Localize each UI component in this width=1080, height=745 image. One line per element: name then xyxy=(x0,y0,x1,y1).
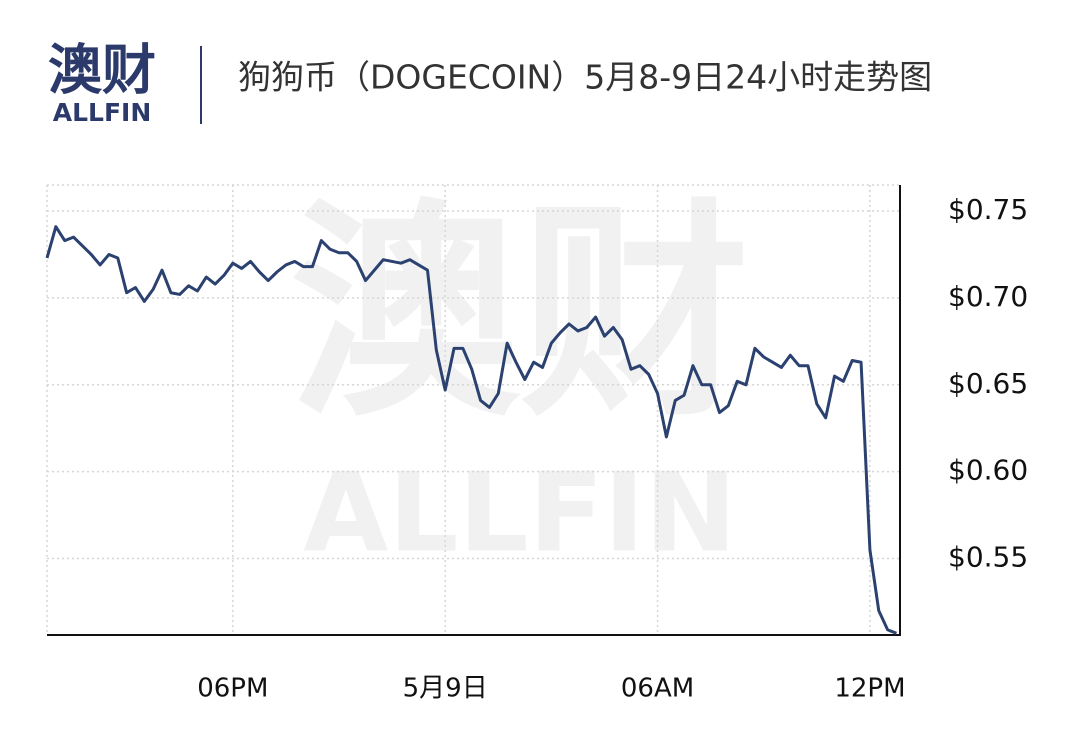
x-tick-label: 06PM xyxy=(197,674,268,704)
y-tick-label: $0.70 xyxy=(948,280,1028,313)
price-line xyxy=(45,225,898,635)
logo-sub: ALLFIN xyxy=(53,98,152,127)
y-tick-label: $0.60 xyxy=(948,454,1028,487)
x-tick-label: 12PM xyxy=(834,674,905,704)
chart-title: 狗狗币（DOGECOIN）5月8-9日24小时走势图 xyxy=(238,58,932,97)
y-tick-label: $0.75 xyxy=(948,193,1028,226)
x-tick-label: 06AM xyxy=(621,674,694,704)
watermark-name: ALLFIN xyxy=(303,448,736,576)
y-tick-label: $0.55 xyxy=(948,541,1028,574)
y-tick-label: $0.65 xyxy=(948,367,1028,400)
watermark-logo: 澳财 xyxy=(290,181,750,448)
x-tick-label: 5月9日 xyxy=(403,674,488,704)
logo: 澳财 xyxy=(48,39,156,102)
